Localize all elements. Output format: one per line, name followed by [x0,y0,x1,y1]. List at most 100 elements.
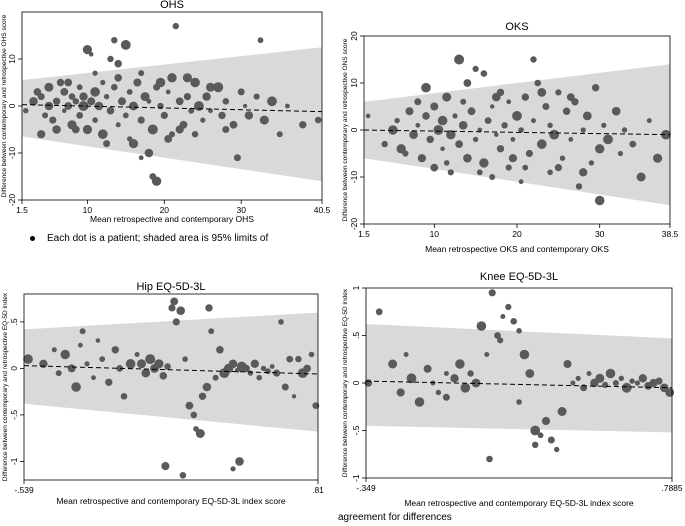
data-point [442,92,452,102]
data-point [87,97,96,106]
data-point [205,304,213,312]
data-point [179,472,187,479]
data-point [634,380,640,386]
data-point [133,78,142,87]
data-point [200,117,206,123]
data-point [455,140,463,148]
data-point [484,117,492,124]
data-point [125,359,136,369]
data-point [488,289,496,297]
y-tick-label: 0 [351,380,361,385]
data-point [247,370,254,376]
data-point [303,364,311,373]
data-point [477,127,483,133]
data-point [612,380,619,386]
data-point [88,52,94,57]
data-point [260,365,267,372]
data-point [242,364,250,373]
data-point [229,120,238,129]
data-point [618,375,624,381]
data-point [62,108,67,113]
data-point [435,389,442,396]
y-axis-label: Difference between contemporary and retr… [2,292,9,481]
data-point [516,328,522,334]
data-point [134,352,140,357]
data-point [601,122,607,128]
x-axis-label: Mean retrospective and contemporary OHS [90,214,254,224]
data-point [90,87,100,97]
data-point [111,83,118,91]
x-tick-label: 30 [595,229,605,239]
mean-difference-line [365,380,673,389]
data-point [510,318,517,325]
data-point [365,113,371,119]
data-point [653,153,663,163]
data-point [537,88,547,97]
data-point [636,172,646,182]
data-point [120,40,131,50]
data-point [155,77,166,88]
data-point [314,116,322,124]
data-point [476,169,483,176]
data-point [463,153,472,163]
data-point [285,103,290,109]
data-point [458,121,468,130]
data-point [114,74,122,82]
data-point [547,436,555,444]
data-point [64,78,73,87]
data-point [454,54,465,65]
data-point [71,125,80,134]
data-point [95,338,101,343]
data-point [559,155,566,161]
data-point [442,393,450,401]
data-point [126,89,133,95]
data-point [452,113,458,119]
y-tick-label: 0 [349,127,359,132]
data-point [467,107,476,116]
y-axis-label: Difference between contemporary and retr… [342,38,349,221]
data-point [476,321,487,331]
data-point [433,125,444,135]
data-point [402,150,409,157]
data-point [55,370,62,377]
x-tick-label: 10 [430,229,440,239]
data-point [547,122,553,128]
data-point [68,93,76,100]
limits-of-agreement-band [364,64,670,206]
data-point [175,97,184,106]
data-point [430,163,439,172]
data-point [595,373,605,383]
y-tick-label: 10 [349,78,359,88]
data-point [299,121,307,129]
data-point [172,22,179,30]
data-point [52,125,61,134]
data-point [84,361,90,367]
y-tick-label: -.5 [9,410,19,420]
data-point [582,111,592,121]
data-point [472,136,479,143]
data-point [92,117,98,123]
data-point [575,375,581,381]
data-point [586,371,592,376]
data-point [191,131,199,138]
data-point [159,372,168,380]
data-point [105,378,113,386]
limits-of-agreement-band [22,47,322,182]
data-point [286,355,294,363]
chart-knee: -.349 .7885 -1 -.5 0 .5 1 Knee EQ-5D-3L Mean ret… [340,271,683,508]
data-point [111,346,120,354]
data-point [237,88,245,96]
data-point [568,137,574,142]
data-point [208,328,215,335]
x-tick-label: -.349 [356,483,376,493]
data-point [222,126,230,133]
data-point [542,103,550,110]
data-point [60,349,70,360]
data-point [103,140,111,148]
note-line-2: agreement for differences [338,512,452,523]
mean-difference-line [21,104,323,113]
data-point [208,108,213,114]
data-point [92,70,98,76]
data-point [218,111,226,120]
x-axis-label: Mean retrospective OKS and contemporary … [425,244,609,254]
